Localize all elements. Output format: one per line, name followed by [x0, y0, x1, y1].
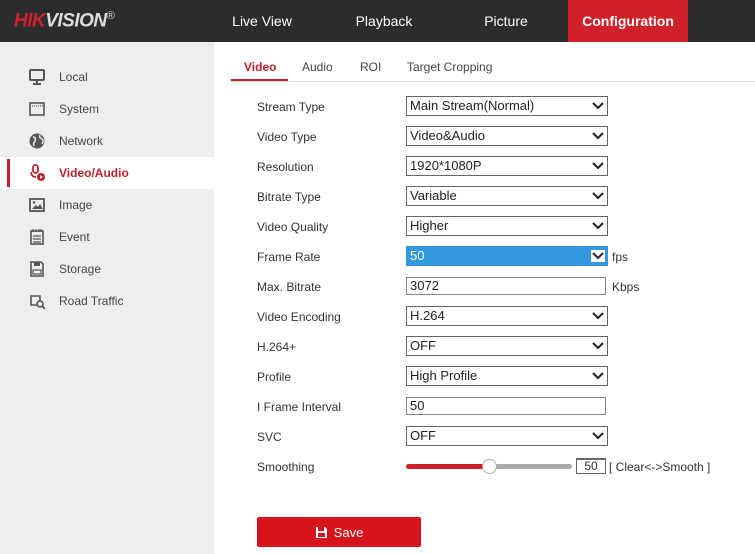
nav-live-view[interactable]: Live View [232, 13, 292, 29]
car-search-icon [30, 295, 46, 310]
profile-select[interactable]: High Profile [406, 366, 608, 386]
sidebar-item-network[interactable]: Network [0, 125, 214, 157]
tab-video[interactable]: Video [244, 60, 277, 74]
sidebar-item-system[interactable]: System [0, 93, 214, 125]
bitrate-type-select[interactable]: Variable [406, 186, 608, 206]
sidebar-item-storage[interactable]: Storage [0, 253, 214, 285]
smoothing-value-input[interactable]: 50 [576, 458, 606, 474]
smoothing-hint: [ Clear<->Smooth ] [609, 460, 711, 474]
smoothing-label: Smoothing [257, 460, 315, 474]
frame-rate-select[interactable]: 50 [406, 246, 608, 266]
chevron-down-icon [592, 372, 604, 380]
chevron-down-icon [592, 342, 604, 350]
chevron-down-icon [592, 192, 604, 200]
monitor-icon [29, 69, 45, 85]
chevron-down-icon [592, 162, 604, 170]
hikvision-logo: HIKVISION® [14, 10, 115, 32]
slider-fill [406, 464, 489, 469]
sidebar-item-image[interactable]: Image [0, 189, 214, 221]
sidebar-item-video-audio[interactable]: Video/Audio [0, 157, 214, 189]
chevron-down-icon [592, 222, 604, 230]
sidebar-item-label: Road Traffic [59, 294, 124, 308]
video-quality-select[interactable]: Higher [406, 216, 608, 236]
tab-bar: Video Audio ROI Target Cropping [231, 52, 755, 82]
sidebar-item-label: Video/Audio [59, 166, 129, 180]
mic-play-icon [30, 164, 45, 181]
resolution-select[interactable]: 1920*1080P [406, 156, 608, 176]
tab-roi[interactable]: ROI [360, 60, 382, 74]
slider-thumb[interactable] [482, 459, 497, 474]
resolution-label: Resolution [257, 160, 314, 174]
video-type-select[interactable]: Video&Audio [406, 126, 608, 146]
frame-rate-label: Frame Rate [257, 250, 321, 264]
svc-select[interactable]: OFF [406, 426, 608, 446]
stream-type-select[interactable]: Main Stream(Normal) [406, 96, 608, 116]
video-type-label: Video Type [257, 130, 317, 144]
max-bitrate-input[interactable]: 3072 [406, 277, 606, 295]
max-bitrate-label: Max. Bitrate [257, 280, 322, 294]
sidebar: Local System Network Video/Audio Image Event S… [0, 42, 214, 554]
svc-label: SVC [257, 430, 282, 444]
h-264-label: H.264+ [257, 340, 297, 354]
sidebar-item-label: Storage [59, 262, 102, 276]
video-encoding-select[interactable]: H.264 [406, 306, 608, 326]
tab-target-cropping[interactable]: Target Cropping [407, 60, 493, 74]
h-264-select[interactable]: OFF [406, 336, 608, 356]
frame-rate-unit: fps [612, 250, 629, 264]
i-frame-interval-label: I Frame Interval [257, 400, 342, 414]
header-bar: HIKVISION® Live View Playback Picture Co… [0, 0, 755, 42]
calendar-icon [30, 229, 44, 245]
window-icon [29, 102, 45, 116]
nav-picture[interactable]: Picture [484, 13, 528, 29]
sidebar-item-label: Local [59, 70, 88, 84]
sidebar-item-event[interactable]: Event [0, 221, 214, 253]
sidebar-item-label: Network [59, 134, 104, 148]
stream-type-label: Stream Type [257, 100, 325, 114]
sidebar-item-local[interactable]: Local [0, 61, 214, 93]
profile-label: Profile [257, 370, 292, 384]
video-quality-label: Video Quality [257, 220, 329, 234]
globe-icon [29, 133, 45, 149]
chevron-down-icon [592, 132, 604, 140]
chevron-down-icon [591, 250, 605, 262]
save-button[interactable]: Save [257, 517, 421, 547]
active-tab-indicator [231, 79, 288, 81]
video-encoding-label: Video Encoding [257, 310, 341, 324]
chevron-down-icon [592, 432, 604, 440]
chevron-down-icon [592, 102, 604, 110]
smoothing-slider[interactable] [406, 459, 572, 474]
nav-configuration[interactable]: Configuration [568, 0, 688, 42]
sidebar-item-label: Image [59, 198, 93, 212]
nav-playback[interactable]: Playback [355, 13, 413, 29]
sidebar-item-label: System [59, 102, 100, 116]
max-bitrate-unit: Kbps [612, 280, 640, 294]
i-frame-interval-input[interactable]: 50 [406, 397, 606, 415]
chevron-down-icon [592, 312, 604, 320]
floppy-icon [30, 261, 44, 277]
tab-audio[interactable]: Audio [302, 60, 333, 74]
bitrate-type-label: Bitrate Type [257, 190, 321, 204]
save-icon [315, 526, 327, 538]
sidebar-item-road-traffic[interactable]: Road Traffic [0, 285, 214, 317]
sidebar-item-label: Event [59, 230, 90, 244]
image-icon [29, 198, 45, 212]
